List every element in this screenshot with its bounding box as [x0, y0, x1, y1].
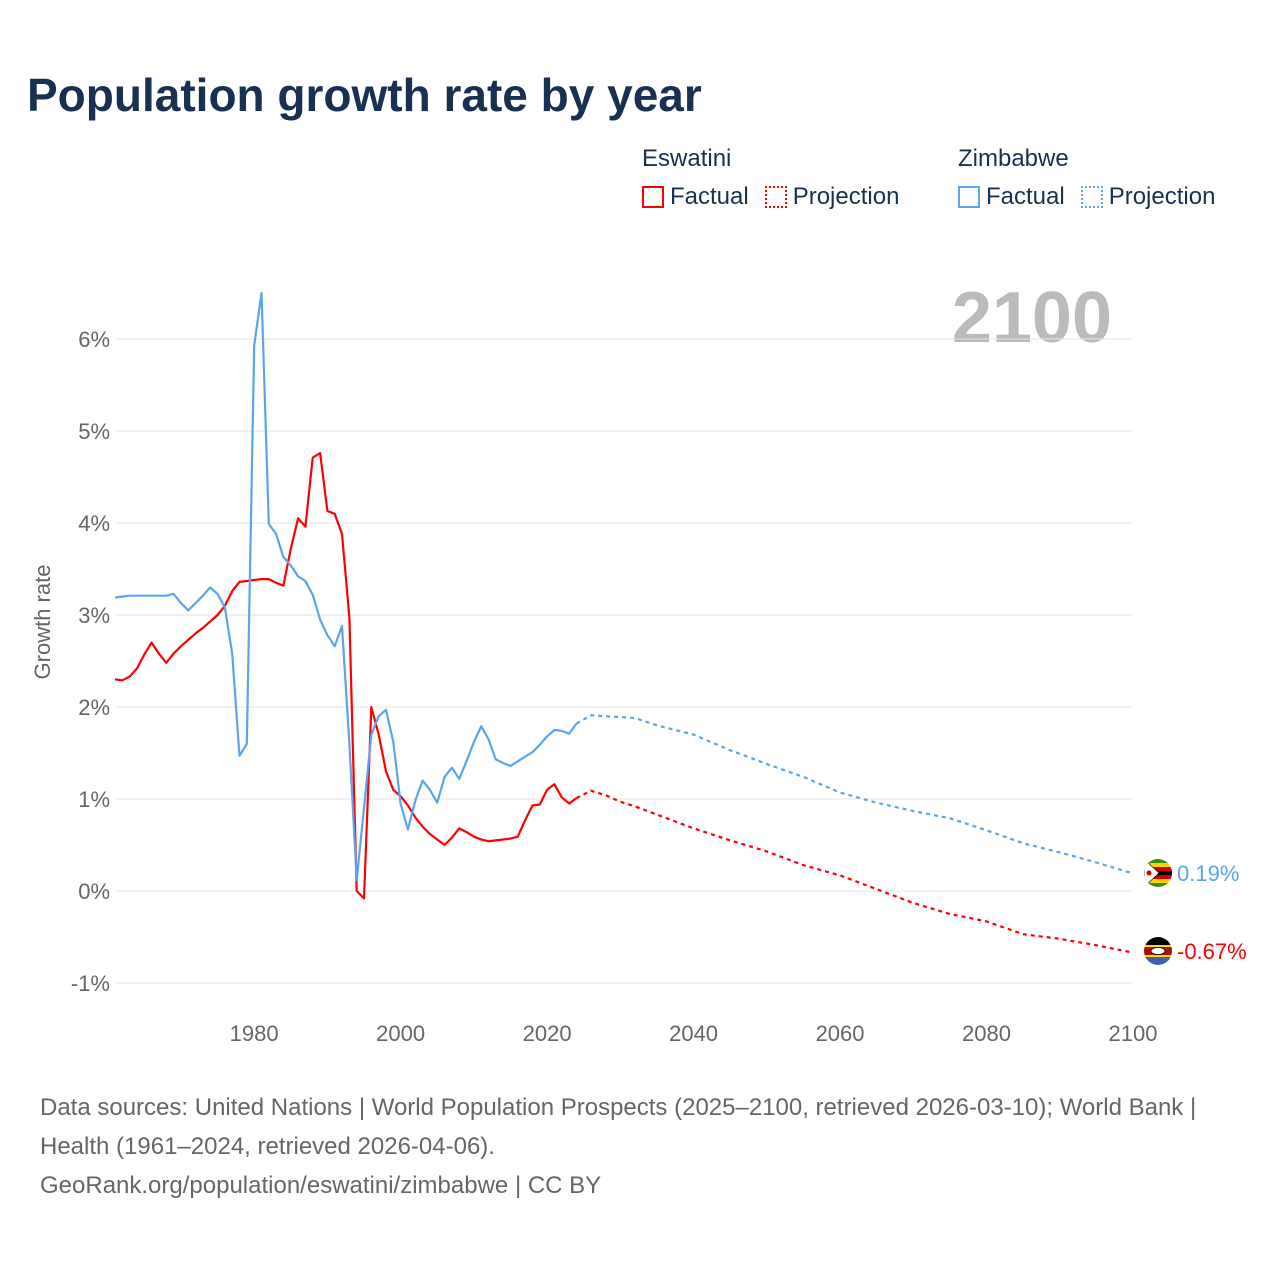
legend-swatch-solid [642, 186, 664, 208]
x-tick-label: 2000 [376, 1021, 425, 1046]
flag-stripe [1144, 955, 1172, 957]
flag-top [1144, 937, 1172, 945]
flag-bottom [1144, 957, 1172, 965]
y-tick-label: 6% [78, 327, 110, 352]
legend-swatch-dotted [764, 186, 787, 208]
eswatini-end-label: -0.67% [1177, 939, 1247, 964]
legend-label: Projection [1108, 183, 1216, 210]
flag-stripe [1144, 883, 1172, 887]
source-url[interactable]: GeoRank.org/population/eswatini/zimbabwe… [40, 1172, 602, 1199]
legend-zimbabwe-projection[interactable]: Projection [1080, 183, 1216, 211]
x-tick-label: 1980 [230, 1021, 279, 1046]
legend-swatch-solid [958, 186, 980, 208]
zimbabwe-flag-icon [1144, 859, 1172, 887]
legend-zimbabwe: Zimbabwe Factual Projection [958, 145, 1215, 211]
eswatini-factual-line [114, 452, 578, 900]
y-axis-label: Growth rate [30, 565, 55, 680]
legend-label: Projection [792, 183, 900, 210]
x-tick-label: 2040 [669, 1021, 718, 1046]
flag-star [1146, 870, 1152, 876]
flag-body [1144, 859, 1172, 887]
legend-label: Factual [670, 183, 749, 210]
legend-swatch-dotted [1080, 186, 1103, 208]
zimbabwe-projection-line [575, 714, 1134, 875]
y-tick-label: -1% [71, 971, 110, 996]
flag-stripe [1144, 875, 1172, 880]
y-tick-label: 3% [78, 603, 110, 628]
footer: Data sources: United Nations | World Pop… [40, 1088, 1240, 1205]
legend-eswatini-factual[interactable]: Factual [642, 183, 749, 211]
flag-stripe [1144, 859, 1172, 864]
y-tick-label: 4% [78, 511, 110, 536]
legend-zimbabwe-title: Zimbabwe [958, 145, 1069, 172]
eswatini-projection-line [575, 789, 1134, 954]
flag-body [1144, 937, 1172, 965]
flag-stripe [1144, 879, 1172, 884]
y-tick-label: 2% [78, 695, 110, 720]
flag-shield [1150, 947, 1166, 955]
flag-stripe [1144, 945, 1172, 947]
page-title: Population growth rate by year [27, 69, 702, 121]
flag-stripe [1144, 863, 1172, 868]
x-tick-label: 2060 [816, 1021, 865, 1046]
legend-eswatini: Eswatini Factual Projection [642, 145, 899, 211]
zimbabwe-factual-line [114, 291, 578, 882]
y-tick-label: 0% [78, 879, 110, 904]
legend-eswatini-title: Eswatini [642, 145, 732, 172]
x-tick-label: 2020 [523, 1021, 572, 1046]
eswatini-flag-icon [1144, 937, 1172, 965]
year-watermark: 2100 [952, 278, 1112, 358]
legend-label: Factual [986, 183, 1065, 210]
y-tick-label: 1% [78, 787, 110, 812]
data-sources: Data sources: United Nations | World Pop… [40, 1094, 1197, 1160]
zimbabwe-end-label: 0.19% [1177, 861, 1239, 886]
x-tick-label: 2080 [962, 1021, 1011, 1046]
chart: 2100 Growth rate -1% 0% 1% 2% 3% 4% 5% 6% 1980 20… [30, 278, 1247, 1046]
x-tick-label: 2100 [1109, 1021, 1158, 1046]
y-tick-label: 5% [78, 419, 110, 444]
flag-stripe [1144, 867, 1172, 872]
legend-zimbabwe-factual[interactable]: Factual [958, 183, 1065, 211]
legend-eswatini-projection[interactable]: Projection [764, 183, 900, 211]
